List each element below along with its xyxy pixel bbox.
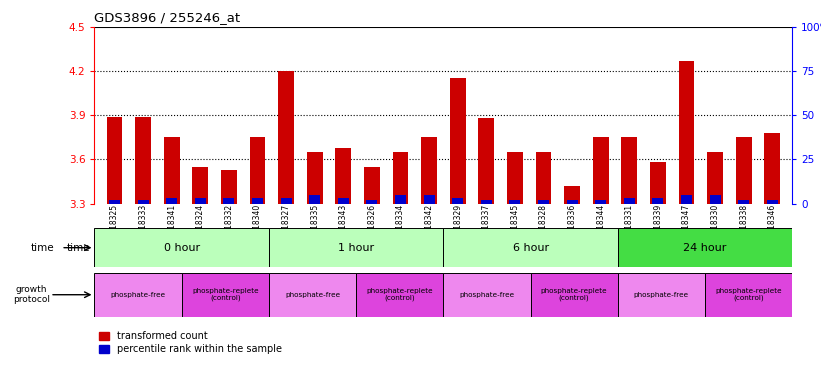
Bar	[107, 117, 122, 204]
Bar	[181, 273, 269, 317]
Bar	[223, 198, 234, 204]
Bar	[538, 200, 549, 204]
Bar	[310, 195, 320, 204]
Bar	[269, 228, 443, 267]
Bar	[94, 273, 181, 317]
Bar	[709, 195, 721, 204]
Bar	[443, 273, 530, 317]
Bar	[617, 228, 792, 267]
Bar	[392, 152, 408, 204]
Bar	[767, 200, 777, 204]
Bar	[364, 167, 379, 204]
Bar	[109, 200, 120, 204]
Bar	[252, 198, 263, 204]
Text: growth
protocol: growth protocol	[13, 285, 50, 305]
Bar	[617, 273, 705, 317]
Bar	[94, 228, 269, 267]
Bar	[736, 137, 751, 204]
Bar	[509, 200, 521, 204]
Text: phosphate-free: phosphate-free	[460, 292, 515, 298]
Bar	[564, 186, 580, 204]
Text: phosphate-replete
(control): phosphate-replete (control)	[541, 288, 608, 301]
Bar	[269, 273, 356, 317]
Text: time: time	[67, 243, 90, 253]
Text: 6 hour: 6 hour	[512, 243, 548, 253]
Bar	[530, 273, 618, 317]
Bar	[479, 118, 494, 204]
Bar	[738, 200, 749, 204]
Text: phosphate-replete
(control): phosphate-replete (control)	[715, 288, 782, 301]
Text: phosphate-replete
(control): phosphate-replete (control)	[366, 288, 433, 301]
Bar	[624, 198, 635, 204]
Bar	[421, 137, 437, 204]
Bar	[166, 198, 177, 204]
Bar	[450, 78, 466, 204]
Bar	[681, 195, 692, 204]
Bar	[443, 228, 618, 267]
Bar	[366, 200, 378, 204]
Bar	[764, 133, 780, 204]
Text: 24 hour: 24 hour	[683, 243, 727, 253]
Bar	[452, 198, 463, 204]
Bar	[705, 273, 792, 317]
Legend: transformed count, percentile rank within the sample: transformed count, percentile rank withi…	[99, 331, 282, 354]
Bar	[221, 170, 236, 204]
Bar	[335, 147, 351, 204]
Bar	[307, 152, 323, 204]
Bar	[250, 137, 265, 204]
Text: phosphate-free: phosphate-free	[111, 292, 166, 298]
Bar	[278, 71, 294, 204]
Bar	[135, 117, 151, 204]
Bar	[356, 273, 443, 317]
Bar	[595, 200, 606, 204]
Bar	[281, 198, 291, 204]
Bar	[195, 198, 206, 204]
Text: 1 hour: 1 hour	[338, 243, 374, 253]
Bar	[535, 152, 552, 204]
Text: phosphate-free: phosphate-free	[285, 292, 340, 298]
Text: GDS3896 / 255246_at: GDS3896 / 255246_at	[94, 12, 241, 25]
Bar	[707, 152, 723, 204]
Bar	[593, 137, 608, 204]
Bar	[395, 195, 406, 204]
Bar	[163, 137, 180, 204]
Bar	[566, 200, 577, 204]
Text: phosphate-replete
(control): phosphate-replete (control)	[192, 288, 259, 301]
Bar	[424, 195, 434, 204]
Text: phosphate-free: phosphate-free	[634, 292, 689, 298]
Bar	[621, 137, 637, 204]
Text: time: time	[31, 243, 54, 253]
Bar	[481, 200, 492, 204]
Bar	[679, 61, 695, 204]
Bar	[192, 167, 208, 204]
Bar	[138, 200, 149, 204]
Bar	[337, 198, 349, 204]
Bar	[650, 162, 666, 204]
Text: 0 hour: 0 hour	[163, 243, 200, 253]
Bar	[653, 198, 663, 204]
Bar	[507, 152, 523, 204]
